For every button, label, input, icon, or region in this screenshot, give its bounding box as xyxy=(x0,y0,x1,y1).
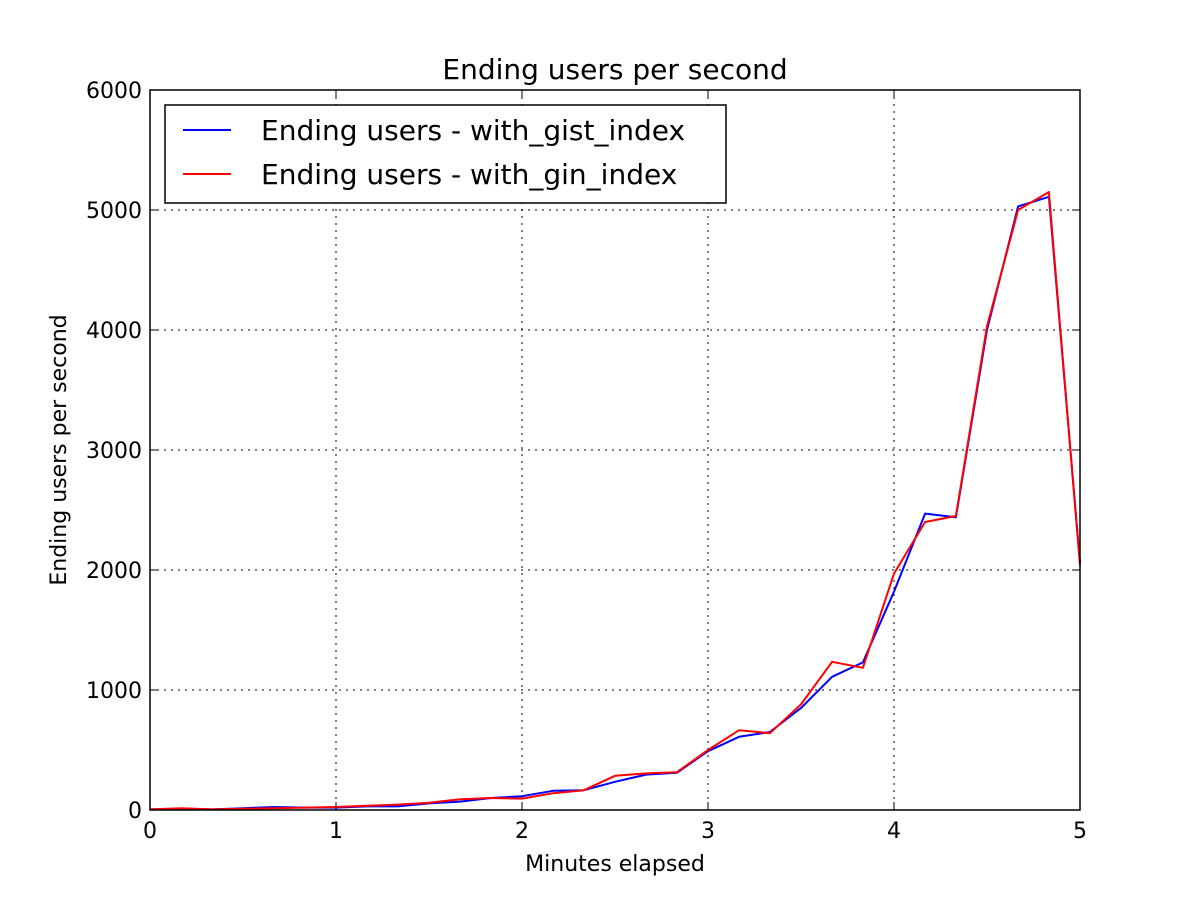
y-axis-title: Ending users per second xyxy=(47,314,72,585)
series-line-0 xyxy=(149,195,1081,811)
x-tick-label: 0 xyxy=(143,819,157,844)
x-tick-label: 5 xyxy=(1073,819,1087,844)
y-tick-label: 3000 xyxy=(86,439,142,464)
y-tick-label: 0 xyxy=(128,799,142,824)
axis-ticks: 0 1 2 3 4 5 0 1000 2000 3000 4000 5000 6000 xyxy=(86,79,1087,844)
x-axis-title: Minutes elapsed xyxy=(525,852,705,877)
legend-entries: Ending users - with_gist_index Ending use… xyxy=(183,114,685,191)
legend-label-0: Ending users - with_gist_index xyxy=(261,114,685,147)
y-tick-label: 4000 xyxy=(86,319,142,344)
legend: Ending users - with_gist_index Ending use… xyxy=(164,104,727,204)
legend-box xyxy=(164,104,727,204)
x-tick-label: 1 xyxy=(329,819,343,844)
y-tick-label: 6000 xyxy=(86,79,142,104)
grid-lines xyxy=(150,90,1080,810)
legend-label-1: Ending users - with_gin_index xyxy=(261,158,677,191)
series-line-1 xyxy=(149,191,1081,811)
x-tick-label: 2 xyxy=(515,819,529,844)
y-tick-label: 5000 xyxy=(86,199,142,224)
y-tick-label: 1000 xyxy=(86,679,142,704)
plot-series xyxy=(149,191,1081,811)
chart-title: Ending users per second xyxy=(442,53,787,86)
x-tick-label: 4 xyxy=(887,819,901,844)
x-tick-label: 3 xyxy=(701,819,715,844)
y-tick-label: 2000 xyxy=(86,559,142,584)
